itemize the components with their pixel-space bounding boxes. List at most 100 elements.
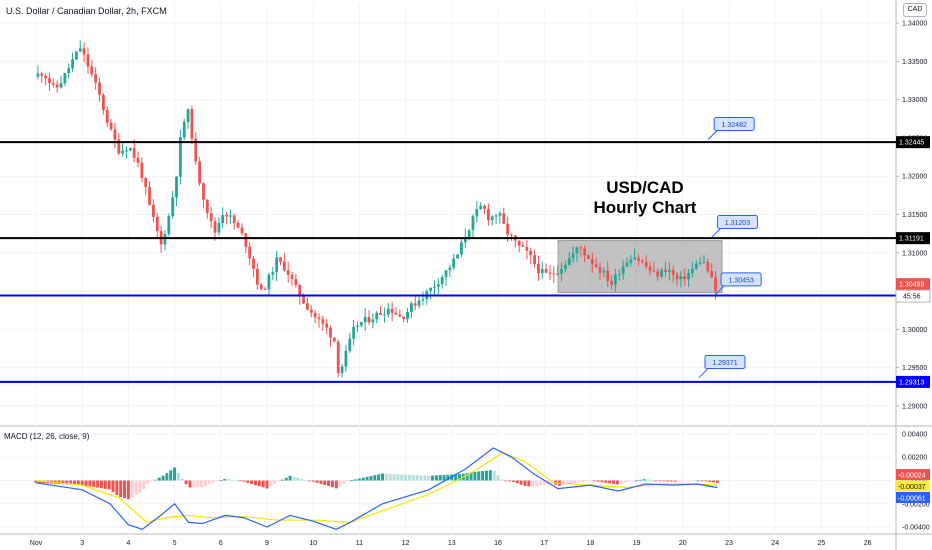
macd-hist-bar bbox=[565, 480, 569, 485]
candle bbox=[625, 258, 629, 267]
macd-hist-bar bbox=[296, 477, 300, 481]
macd-hist-bar bbox=[153, 479, 157, 481]
macd-hist-bar bbox=[188, 480, 192, 488]
macd-hist-bar bbox=[265, 480, 269, 489]
time-tick-label: 3 bbox=[80, 540, 84, 547]
macd-hist-bar bbox=[527, 480, 531, 487]
candle-body bbox=[101, 94, 105, 110]
candle-body bbox=[105, 109, 109, 123]
macd-hist-bar bbox=[500, 479, 504, 481]
countdown-badge bbox=[895, 289, 931, 303]
candle-body bbox=[614, 274, 617, 285]
candle bbox=[363, 307, 367, 331]
candle-body bbox=[552, 273, 556, 275]
macd-hist-bar bbox=[531, 480, 535, 487]
candle-body bbox=[537, 263, 540, 274]
candle-body bbox=[436, 284, 440, 287]
macd-hist-bar bbox=[638, 479, 642, 481]
candle bbox=[86, 47, 90, 74]
macd-hist-bar bbox=[192, 480, 196, 488]
candle bbox=[348, 332, 352, 353]
candle bbox=[198, 156, 202, 187]
time-tick-label: 9 bbox=[265, 540, 269, 547]
time-tick-label: 12 bbox=[402, 540, 410, 547]
candle bbox=[475, 200, 479, 223]
macd-hist-bar bbox=[488, 470, 492, 481]
candle bbox=[248, 241, 252, 266]
candle-body bbox=[113, 129, 117, 140]
candle bbox=[282, 252, 286, 273]
macd-hist-bar bbox=[257, 480, 261, 487]
macd-histogram bbox=[34, 467, 719, 500]
candle bbox=[294, 273, 298, 288]
macd-hist-bar bbox=[119, 480, 123, 498]
candle-body bbox=[221, 215, 225, 224]
macd-hist-bar bbox=[311, 480, 315, 482]
macd-hist-bar bbox=[76, 480, 80, 485]
candle-body bbox=[394, 312, 398, 315]
time-tick-label: 10 bbox=[309, 540, 317, 547]
macd-hist-bar bbox=[319, 480, 323, 484]
candle-body bbox=[259, 284, 263, 289]
macd-hist-bar bbox=[138, 480, 142, 493]
macd-hist-bar bbox=[407, 474, 411, 481]
time-tick-label: 19 bbox=[633, 540, 641, 547]
candle-body bbox=[152, 204, 155, 217]
candle bbox=[367, 310, 371, 326]
candle bbox=[321, 315, 325, 332]
candle-body bbox=[644, 262, 648, 267]
candle-body bbox=[71, 59, 74, 69]
candle bbox=[436, 278, 440, 296]
price-tick-label: 1.33000 bbox=[902, 97, 927, 104]
candle-body bbox=[55, 84, 59, 88]
macd-hist-bar bbox=[84, 480, 88, 486]
candle-body bbox=[367, 317, 371, 323]
candle bbox=[621, 260, 625, 280]
candle bbox=[433, 280, 436, 296]
candle bbox=[51, 78, 55, 88]
macd-hist-bar bbox=[384, 473, 388, 481]
candle-body bbox=[398, 314, 402, 317]
macd-hist-bar bbox=[69, 480, 73, 485]
annotation-line-2: Hourly Chart bbox=[593, 198, 697, 217]
macd-hist-bar bbox=[200, 480, 204, 488]
macd-hist-bar bbox=[157, 477, 161, 481]
candle-body bbox=[163, 233, 167, 245]
candle bbox=[544, 263, 548, 274]
candle bbox=[325, 318, 329, 334]
candle bbox=[171, 190, 175, 219]
macd-hist-bar bbox=[658, 480, 662, 482]
macd-hist-bar bbox=[126, 480, 130, 500]
time-tick-label: 25 bbox=[818, 540, 826, 547]
candle-body bbox=[544, 269, 548, 273]
candle-body bbox=[40, 73, 44, 76]
candle-body bbox=[128, 148, 132, 151]
candle bbox=[271, 266, 275, 280]
macd-hist-bar bbox=[635, 480, 639, 482]
macd-hist-bar bbox=[604, 480, 608, 483]
candle bbox=[109, 118, 113, 131]
candle-body bbox=[587, 255, 590, 260]
macd-hist-bar bbox=[631, 480, 635, 482]
macd-hist-bar bbox=[215, 480, 219, 482]
candle bbox=[687, 268, 690, 287]
candle bbox=[332, 337, 336, 343]
candle bbox=[383, 307, 386, 323]
candle bbox=[683, 268, 687, 287]
macd-hist-bar bbox=[427, 475, 431, 481]
macd-hist-bar bbox=[481, 471, 485, 481]
candle bbox=[309, 305, 313, 318]
candle bbox=[691, 261, 694, 278]
macd-value-badge bbox=[896, 492, 930, 503]
candle-body bbox=[198, 161, 202, 184]
candle bbox=[413, 296, 417, 311]
macd-hist-bar bbox=[234, 480, 238, 482]
candle-body bbox=[710, 271, 714, 278]
macd-hist-bar bbox=[142, 480, 146, 490]
currency-badge[interactable]: CAD bbox=[903, 3, 927, 17]
candle bbox=[252, 256, 255, 278]
candle-body bbox=[409, 303, 413, 312]
candle bbox=[648, 261, 652, 276]
macd-hist-bar bbox=[673, 480, 677, 482]
